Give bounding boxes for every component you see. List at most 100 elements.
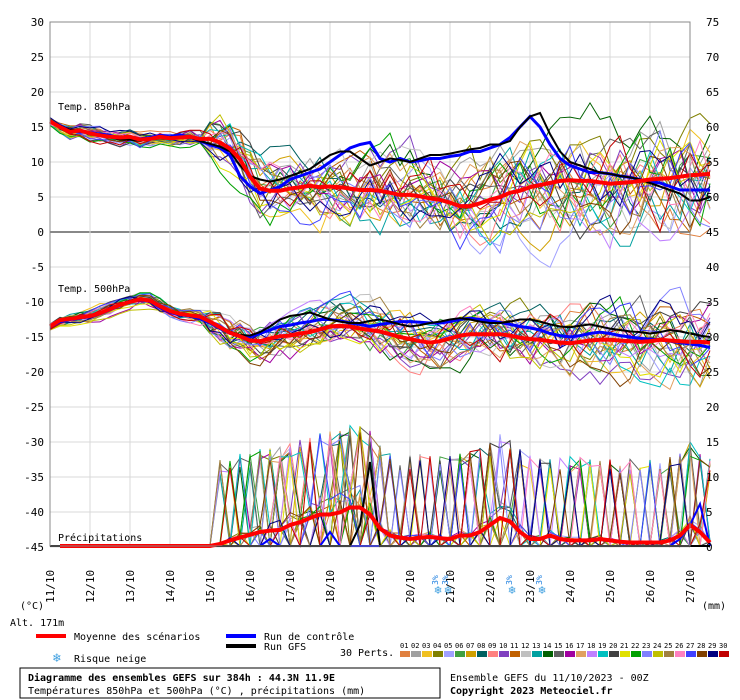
pert-legend-number: 09 bbox=[488, 642, 496, 650]
pert-legend-number: 10 bbox=[499, 642, 507, 650]
snowflake-icon: ❄ bbox=[52, 651, 61, 666]
x-tick-label: 19/10 bbox=[364, 570, 377, 603]
legend-snow-label: Risque neige bbox=[74, 654, 146, 665]
y-left-tick-label: 15 bbox=[31, 121, 44, 134]
footer-title: Diagramme des ensembles GEFS sur 384h : … bbox=[28, 672, 335, 684]
x-tick-label: 22/10 bbox=[484, 570, 497, 603]
y-left-tick-label: 10 bbox=[31, 156, 44, 169]
pert-legend-swatch bbox=[708, 651, 718, 657]
pert-legend-number: 08 bbox=[477, 642, 485, 650]
label-precipitations: Précipitations bbox=[58, 532, 142, 544]
pert-legend-number: 21 bbox=[620, 642, 628, 650]
y-right-tick-label: 35 bbox=[706, 296, 719, 309]
pert-28-t850-line bbox=[49, 118, 711, 236]
pert-legend-swatch bbox=[587, 651, 597, 657]
pert-legend-number: 06 bbox=[455, 642, 463, 650]
pert-legend-swatch bbox=[598, 651, 608, 657]
pert-legend-swatch bbox=[433, 651, 443, 657]
legend-control-label: Run de contrôle bbox=[264, 631, 354, 643]
y-left-tick-label: 25 bbox=[31, 51, 44, 64]
legend: Moyenne des scénarios Run de contrôle Ru… bbox=[36, 631, 729, 666]
x-tick-label: 18/10 bbox=[324, 570, 337, 603]
snow-risk-percent: 3% bbox=[431, 575, 440, 585]
pert-legend-number: 02 bbox=[411, 642, 419, 650]
pert-legend-swatch bbox=[455, 651, 465, 657]
footer-box bbox=[19, 667, 441, 699]
mean-precip-line bbox=[60, 505, 712, 548]
pert-legend-number: 04 bbox=[433, 642, 441, 650]
pert-legend-swatch bbox=[477, 651, 487, 657]
pert-legend-number: 22 bbox=[631, 642, 639, 650]
pert-legend-number: 25 bbox=[664, 642, 672, 650]
pert-legend-swatch bbox=[554, 651, 564, 657]
pert-29-t500-line bbox=[49, 294, 711, 349]
pert-legend-number: 26 bbox=[675, 642, 683, 650]
snowflake-icon: ❄ bbox=[434, 583, 441, 597]
y-right-tick-label: 50 bbox=[706, 191, 719, 204]
pert-legend-number: 05 bbox=[444, 642, 452, 650]
altitude-label: Alt. 171m bbox=[10, 618, 64, 629]
snow-risk-percent: 3% bbox=[535, 575, 544, 585]
pert-legend-number: 11 bbox=[510, 642, 518, 650]
pert-legend-swatch bbox=[411, 651, 421, 657]
y-right-tick-label: 5 bbox=[706, 506, 713, 519]
pert-legend-swatch bbox=[466, 651, 476, 657]
pert-legend-swatch bbox=[642, 651, 652, 657]
pert-22-t500-line bbox=[49, 292, 711, 365]
snowflake-icon: ❄ bbox=[538, 583, 545, 597]
x-tick-label: 20/10 bbox=[404, 570, 417, 603]
pert-legend-number: 23 bbox=[642, 642, 650, 650]
pert-legend-swatch bbox=[499, 651, 509, 657]
pert-legend-swatch bbox=[719, 651, 729, 657]
mean-t850-line bbox=[49, 119, 711, 209]
pert-legend-number: 20 bbox=[609, 642, 617, 650]
y-left-tick-label: 0 bbox=[37, 226, 44, 239]
perturbation-legend: 01 02 03 04 05 06 07 08 09 10 11 12 13 14 15 16 17 18 19 20… bbox=[400, 642, 729, 657]
y-right-tick-label: 10 bbox=[706, 471, 719, 484]
y-left-unit: (°C) bbox=[20, 601, 44, 612]
pert-legend-number: 17 bbox=[576, 642, 584, 650]
pert-legend-number: 14 bbox=[543, 642, 551, 650]
y-right-tick-label: 20 bbox=[706, 401, 719, 414]
x-tick-label: 11/10 bbox=[44, 570, 57, 603]
y-left-tick-label: -30 bbox=[24, 436, 44, 449]
y-left-tick-label: -35 bbox=[24, 471, 44, 484]
pert-legend-number: 07 bbox=[466, 642, 474, 650]
pert-legend-number: 12 bbox=[521, 642, 529, 650]
pert-legend-number: 28 bbox=[697, 642, 705, 650]
y-left-tick-label: -25 bbox=[24, 401, 44, 414]
y-right-tick-label: 65 bbox=[706, 86, 719, 99]
label-temp-850: Temp. 850hPa bbox=[58, 102, 130, 113]
pert-legend-number: 24 bbox=[653, 642, 661, 650]
snow-risk-percent: 3% bbox=[441, 575, 450, 585]
y-right-tick-label: 55 bbox=[706, 156, 719, 169]
mean-t500-line bbox=[48, 297, 711, 346]
pert-legend-swatch bbox=[686, 651, 696, 657]
pert-legend-swatch bbox=[631, 651, 641, 657]
snowflake-icon: ❄ bbox=[444, 583, 451, 597]
pert-legend-swatch bbox=[532, 651, 542, 657]
y-left-tick-label: -40 bbox=[24, 506, 44, 519]
y-left-tick-label: -5 bbox=[31, 261, 44, 274]
y-right-tick-label: 60 bbox=[706, 121, 719, 134]
y-right-tick-label: 75 bbox=[706, 16, 719, 29]
pert-legend-swatch bbox=[609, 651, 619, 657]
y-right-tick-label: 70 bbox=[706, 51, 719, 64]
x-tick-label: 14/10 bbox=[164, 570, 177, 603]
pert-legend-number: 13 bbox=[532, 642, 540, 650]
pert-legend-number: 29 bbox=[708, 642, 716, 650]
footer-subtitle: Températures 850hPa et 500hPa (°C) , pré… bbox=[28, 685, 365, 697]
pert-legend-number: 30 bbox=[719, 642, 727, 650]
pert-legend-swatch bbox=[576, 651, 586, 657]
x-tick-label: 26/10 bbox=[644, 570, 657, 603]
legend-mean-label: Moyenne des scénarios bbox=[74, 631, 200, 643]
x-tick-label: 12/10 bbox=[84, 570, 97, 603]
pert-legend-number: 03 bbox=[422, 642, 430, 650]
footer-run: Ensemble GEFS du 11/10/2023 - 00Z bbox=[450, 673, 649, 684]
pert-legend-number: 01 bbox=[400, 642, 408, 650]
pert-20-t850-line bbox=[49, 119, 711, 240]
pert-25-t850-line bbox=[49, 117, 711, 231]
pert-legend-number: 27 bbox=[686, 642, 694, 650]
pert-legend-swatch bbox=[664, 651, 674, 657]
